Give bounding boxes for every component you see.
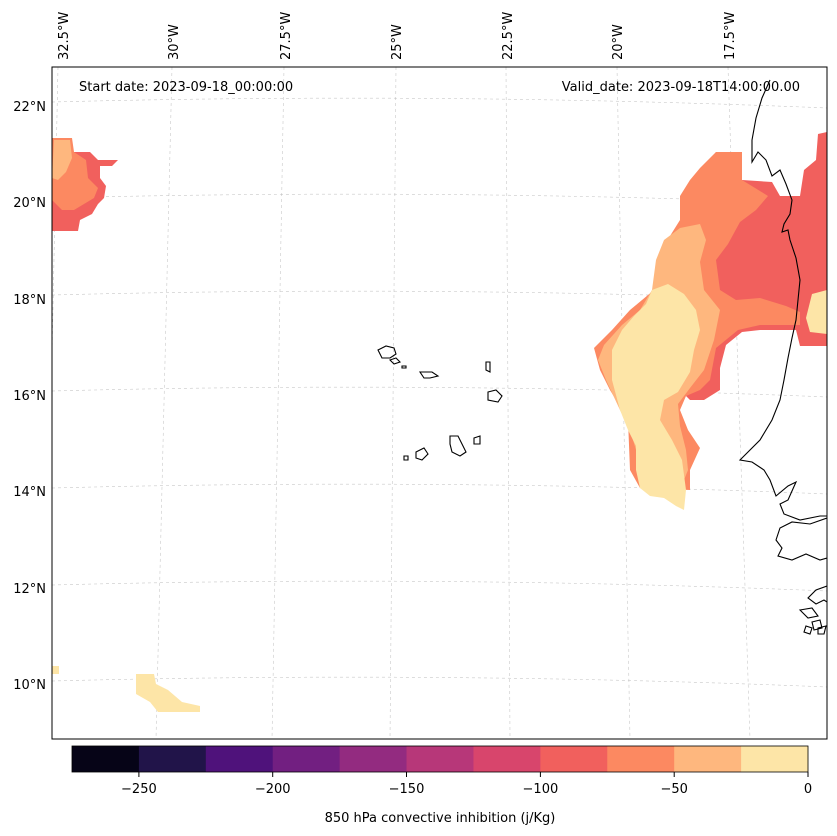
contour-patch-coast-pale <box>806 290 827 334</box>
tick-label-minus-100: −100 <box>523 782 559 797</box>
lat-label-22n: 22°N <box>13 100 46 115</box>
cape-verde-islands <box>377 345 503 461</box>
tick-label-0: 0 <box>804 782 812 797</box>
lon-label-27-5w: 27.5°W <box>279 12 294 60</box>
colorbar-ticks: −250 −200 −150 −100 −50 0 <box>121 772 812 797</box>
lat-label-20n: 20°N <box>13 196 46 211</box>
island-santa-luzia <box>401 365 407 369</box>
tick-label-minus-200: −200 <box>255 782 291 797</box>
valid-date-label: Valid_date: 2023-09-18T14:00:00.00 <box>562 80 800 95</box>
island-brava <box>403 455 409 461</box>
lat-label-12n: 12°N <box>13 582 46 597</box>
lat-label-10n: 10°N <box>13 678 46 693</box>
colorbar-bin-6 <box>473 746 541 772</box>
island-sao-nicolau <box>418 371 440 379</box>
lat-label-14n: 14°N <box>13 485 46 500</box>
colorbar-bins <box>72 746 809 772</box>
colorbar-title: 850 hPa convective inhibition (j/Kg) <box>325 811 556 826</box>
contour-patch-southwest-dot <box>52 666 59 674</box>
colorbar-bin-2 <box>205 746 274 772</box>
tick-label-minus-150: −150 <box>389 782 425 797</box>
lon-label-25w: 25°W <box>390 24 405 60</box>
longitude-labels: 32.5°W 30°W 27.5°W 25°W 22.5°W 20°W 17.5… <box>57 12 738 60</box>
colorbar-bin-0 <box>72 746 140 772</box>
guinea-bissau-coast <box>775 517 827 561</box>
lon-label-22-5w: 22.5°W <box>501 12 516 60</box>
colorbar-bin-5 <box>406 746 474 772</box>
lon-label-32-5w: 32.5°W <box>57 12 72 60</box>
island-fogo <box>415 447 429 461</box>
colorbar: −250 −200 −150 −100 −50 0 850 hPa convec… <box>71 745 812 826</box>
island-santo-antao <box>377 345 397 359</box>
plot-frame <box>51 66 828 740</box>
tick-label-minus-50: −50 <box>660 782 687 797</box>
bijagos-islands <box>798 607 827 635</box>
island-maio <box>473 435 481 445</box>
lat-label-16n: 16°N <box>13 389 46 404</box>
colorbar-frame <box>71 745 809 773</box>
lon-label-17-5w: 17.5°W <box>723 12 738 60</box>
start-date-label: Start date: 2023-09-18_00:00:00 <box>79 80 293 95</box>
lon-label-20w: 20°W <box>611 24 626 60</box>
cin-contours <box>52 132 827 712</box>
contour-patch-southwest-pale <box>136 674 200 712</box>
latitude-labels: 22°N 20°N 18°N 16°N 14°N 12°N 10°N <box>13 100 46 693</box>
west-africa-coastline <box>738 79 827 521</box>
island-santiago <box>449 435 467 457</box>
lat-label-18n: 18°N <box>13 293 46 308</box>
guinea-coast <box>807 585 827 605</box>
colorbar-bin-10 <box>741 746 809 772</box>
contour-patch-east-pale <box>612 284 700 510</box>
colorbar-bin-4 <box>339 746 408 772</box>
tick-label-minus-250: −250 <box>121 782 157 797</box>
colorbar-bin-1 <box>138 746 207 772</box>
colorbar-bin-7 <box>540 746 608 772</box>
island-sao-vicente <box>388 357 402 365</box>
island-boa-vista <box>487 389 503 403</box>
colorbar-bin-3 <box>272 746 341 772</box>
latitude-gridlines <box>52 97 827 688</box>
contour-patch-northwest-inner <box>52 140 72 180</box>
colorbar-bin-8 <box>607 746 675 772</box>
lon-label-30w: 30°W <box>167 24 182 60</box>
colorbar-bin-9 <box>674 746 742 772</box>
island-sal <box>485 361 491 373</box>
